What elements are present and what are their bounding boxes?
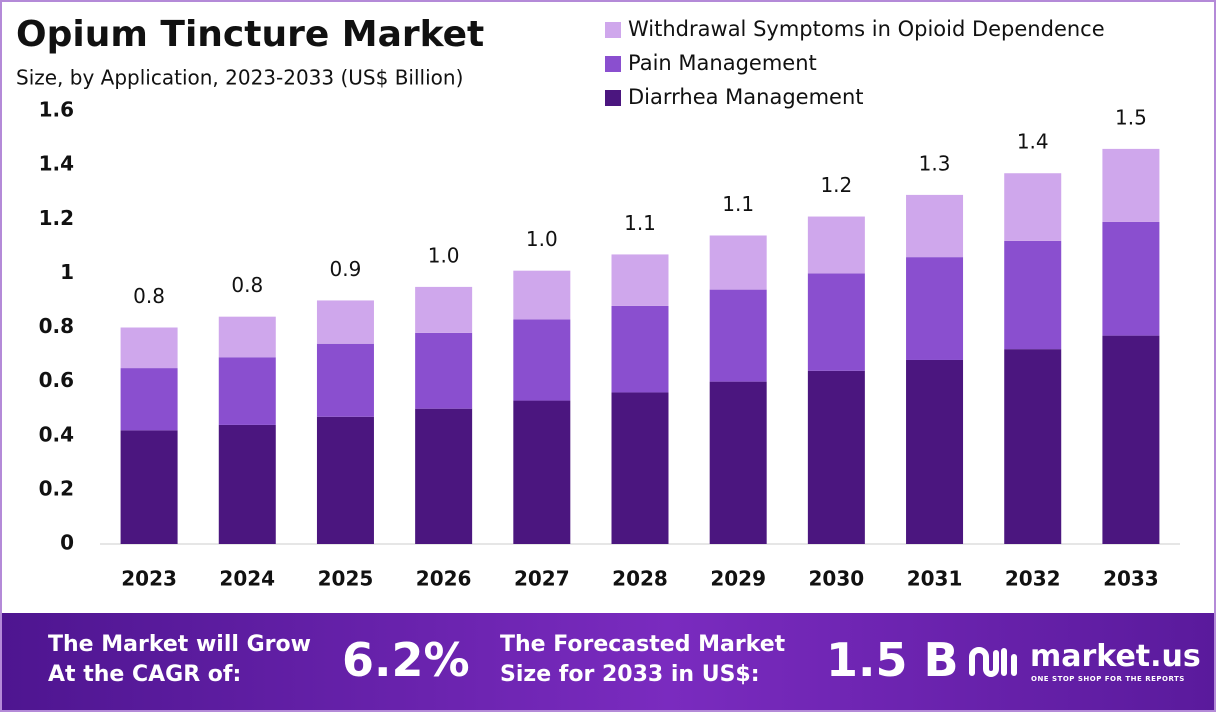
bar-segment [906, 194, 964, 258]
bar-segment [513, 319, 571, 401]
cagr-text: The Market will Grow At the CAGR of: [48, 632, 311, 687]
total-label: 1.1 [624, 211, 656, 235]
legend-label: Withdrawal Symptoms in Opioid Dependence [628, 17, 1105, 41]
total-label: 0.8 [133, 284, 165, 308]
forecast-text: The Forecasted Market Size for 2033 in U… [500, 632, 786, 687]
bar-segment [807, 370, 865, 544]
bar-segment [513, 400, 571, 544]
bar-segment [906, 359, 964, 544]
bar-segment [709, 289, 767, 382]
forecast-value: 1.5 B [826, 633, 959, 687]
total-label: 1.4 [1017, 130, 1049, 154]
footer-banner: The Market will Grow At the CAGR of: 6.2… [0, 613, 1216, 712]
cagr-value: 6.2% [342, 633, 470, 687]
bar-segment [218, 316, 276, 358]
bar-segment [1004, 173, 1062, 241]
bar-segment [513, 270, 571, 320]
x-tick-label: 2029 [710, 567, 766, 591]
bar-segment [611, 254, 669, 306]
x-tick-label: 2033 [1103, 567, 1159, 591]
x-tick-label: 2026 [416, 567, 472, 591]
bar-segment [415, 408, 473, 544]
legend-swatch [605, 56, 621, 72]
bar-segment [709, 381, 767, 544]
bar-segment [120, 430, 178, 544]
bar-segment [1004, 240, 1062, 350]
y-tick-label: 0.4 [39, 422, 74, 446]
bar-segment [709, 235, 767, 290]
chart-subtitle: Size, by Application, 2023-2033 (US$ Bil… [16, 66, 463, 90]
bar-segment [611, 305, 669, 393]
y-tick-label: 1.2 [39, 206, 74, 230]
bar-segment [1102, 335, 1160, 544]
legend-label: Pain Management [628, 51, 817, 75]
x-tick-label: 2030 [809, 567, 865, 591]
y-tick-label: 1 [60, 260, 74, 284]
bar-segment [807, 273, 865, 371]
bar-segment [807, 216, 865, 274]
bar-segment [1004, 349, 1062, 544]
bar-segment [316, 416, 374, 544]
bar-segment [1102, 148, 1160, 222]
bar-segment [316, 300, 374, 344]
total-label: 0.9 [330, 257, 362, 281]
total-label: 1.0 [526, 227, 558, 251]
legend-label: Diarrhea Management [628, 85, 864, 109]
x-tick-label: 2024 [219, 567, 275, 591]
bar-segment [611, 392, 669, 544]
x-tick-label: 2031 [907, 567, 963, 591]
bar-segment [218, 357, 276, 425]
chart: Opium Tincture Market Size, by Applicati… [16, 14, 1180, 591]
y-tick-label: 0.6 [39, 368, 74, 392]
bar-segment [906, 257, 964, 360]
bar-segment [218, 424, 276, 544]
brand-logo [969, 647, 1017, 677]
total-label: 1.1 [722, 192, 754, 216]
bar-segment [120, 368, 178, 431]
x-tick-label: 2023 [121, 567, 177, 591]
y-tick-label: 0 [60, 531, 74, 555]
total-label: 1.5 [1115, 105, 1147, 129]
total-label: 1.2 [820, 173, 852, 197]
x-tick-label: 2032 [1005, 567, 1061, 591]
y-tick-label: 0.2 [39, 476, 74, 500]
legend: Withdrawal Symptoms in Opioid Dependence… [605, 17, 1105, 109]
x-tick-label: 2025 [318, 567, 374, 591]
x-tick-label: 2028 [612, 567, 668, 591]
total-label: 1.0 [428, 243, 460, 267]
x-tick-label: 2027 [514, 567, 570, 591]
bar-segment [120, 327, 178, 369]
bar-segment [415, 286, 473, 333]
legend-swatch [605, 22, 621, 38]
total-label: 0.8 [231, 273, 263, 297]
chart-title: Opium Tincture Market [16, 14, 484, 55]
y-tick-label: 1.4 [39, 152, 74, 176]
legend-swatch [605, 90, 621, 106]
y-tick-label: 1.6 [39, 98, 74, 122]
bar-segment [1102, 221, 1160, 336]
bar-segment [316, 343, 374, 417]
total-label: 1.3 [919, 151, 951, 175]
bar-segment [415, 332, 473, 409]
y-tick-label: 0.8 [39, 314, 74, 338]
brand-name: market.us [1030, 639, 1201, 674]
brand-tagline: ONE STOP SHOP FOR THE REPORTS [1031, 675, 1185, 683]
